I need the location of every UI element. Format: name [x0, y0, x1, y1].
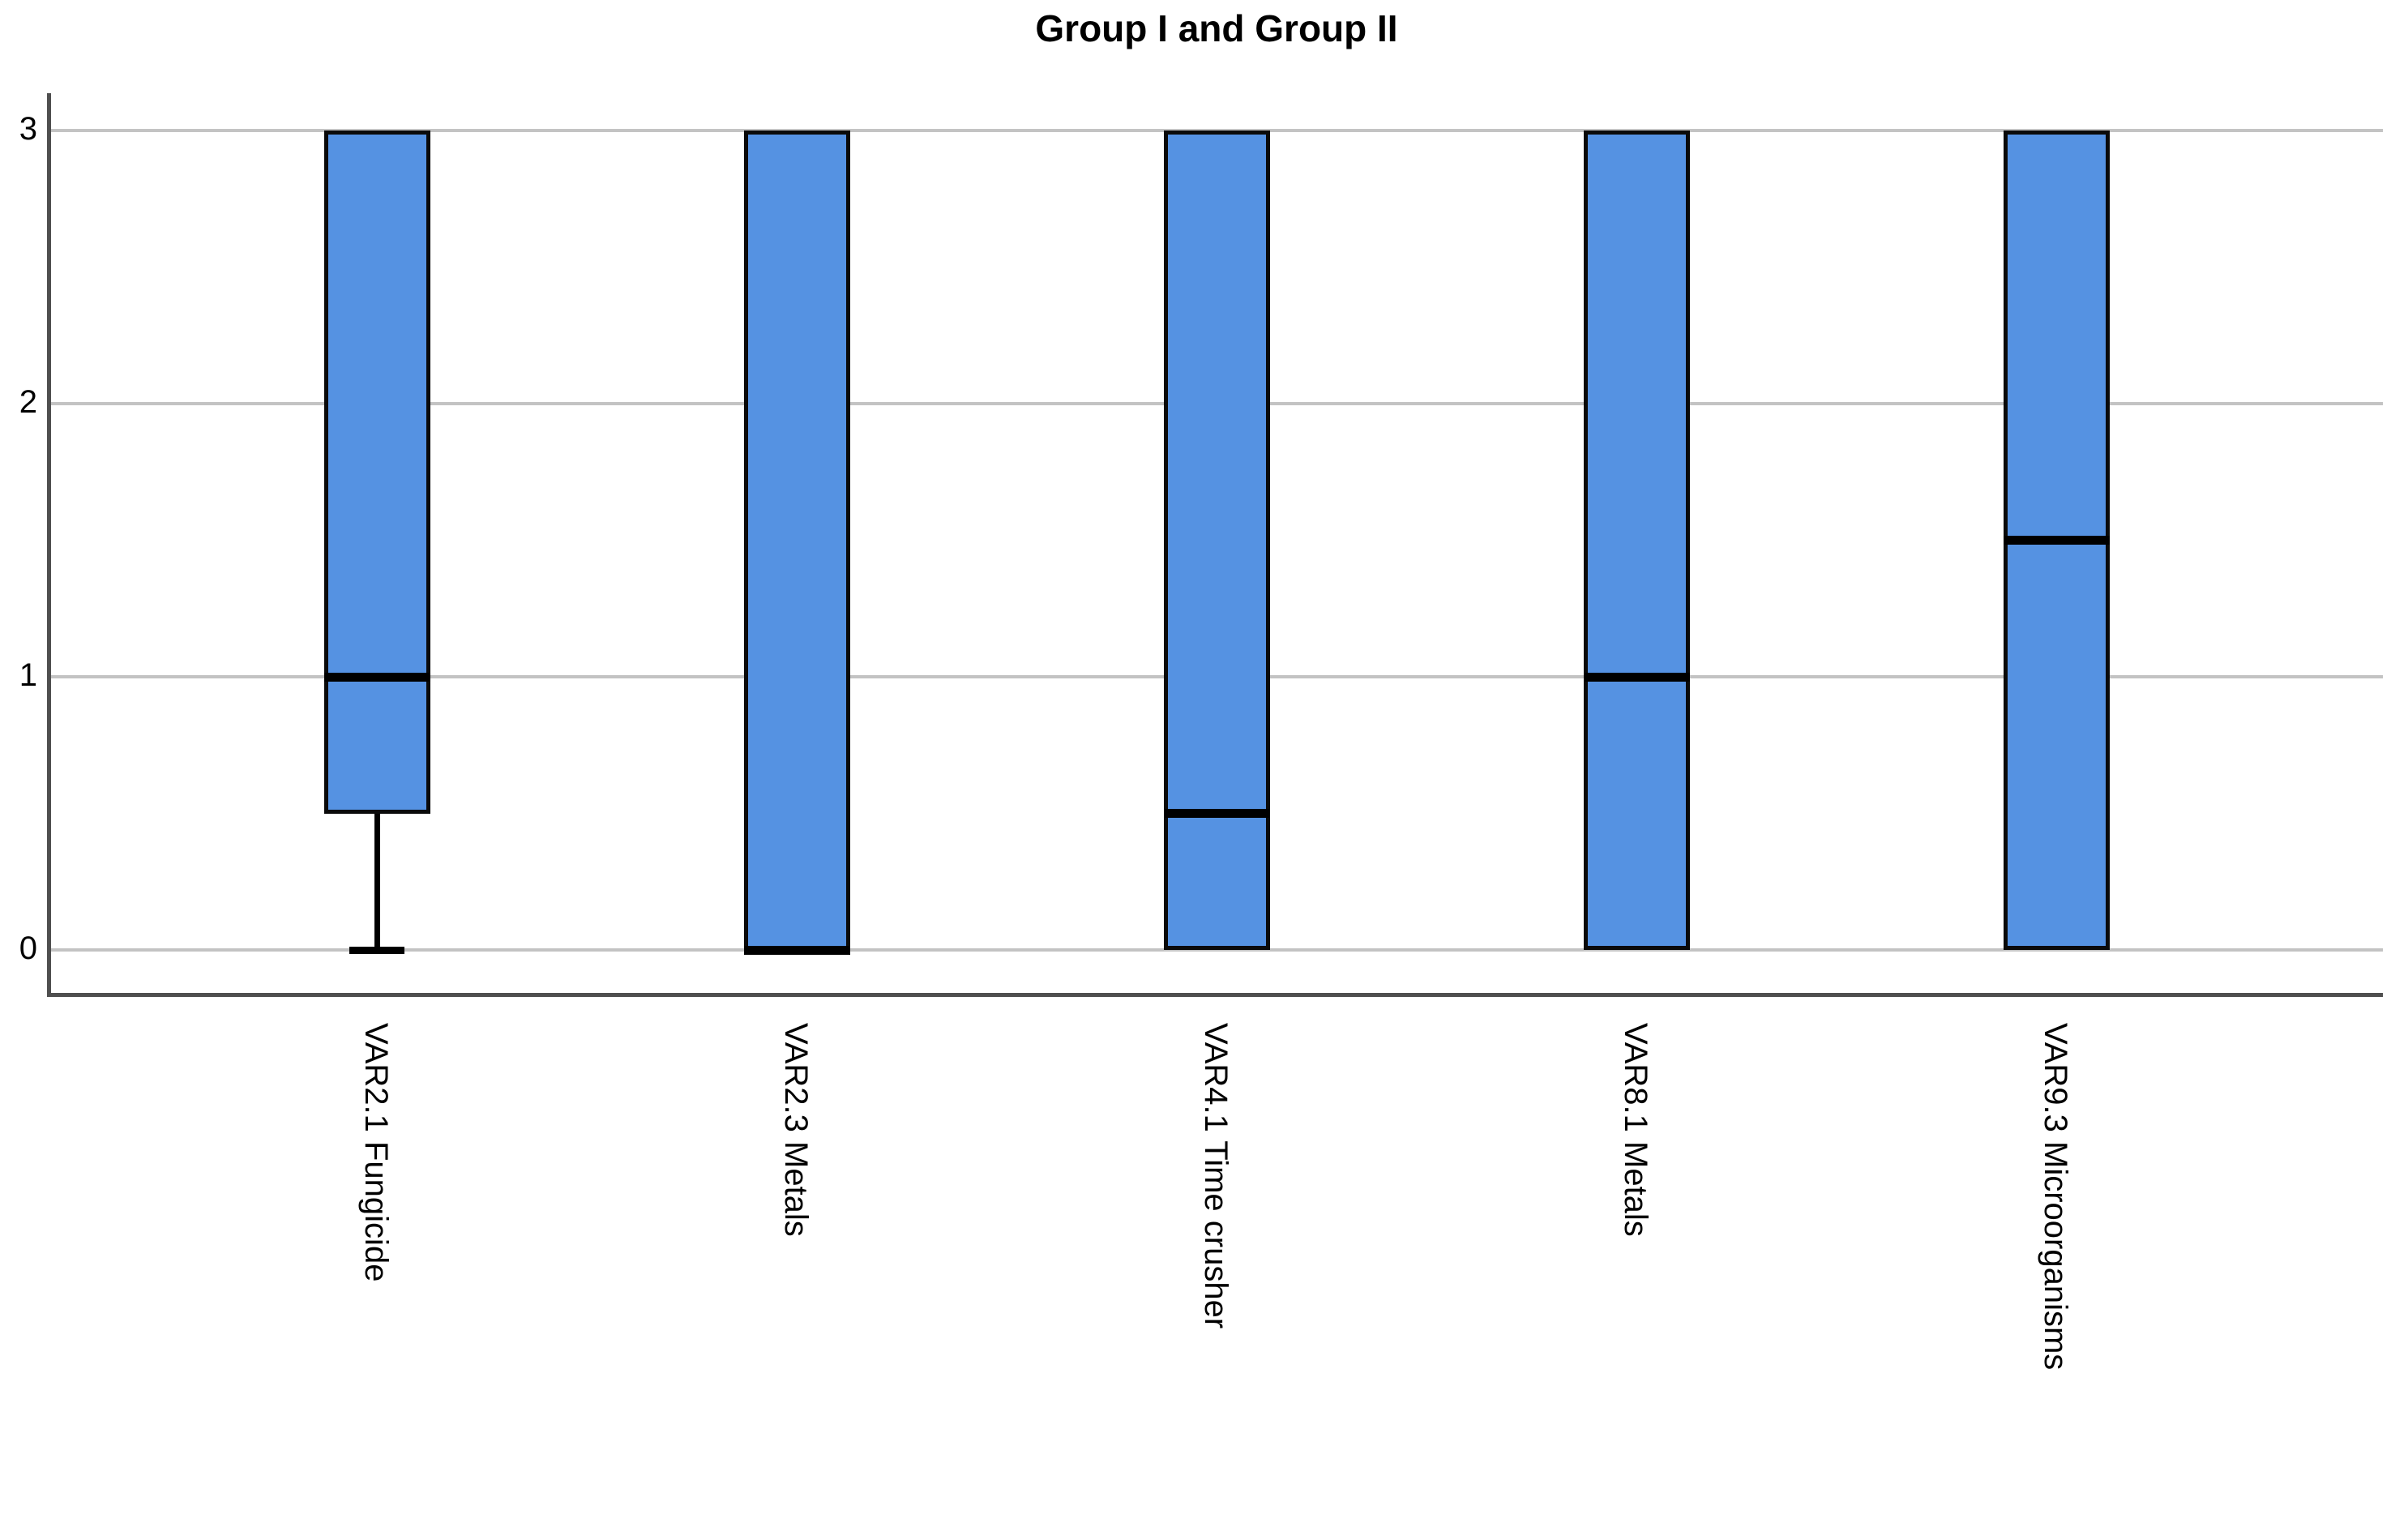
- y-tick-label: 0: [19, 930, 37, 966]
- box-iqr: [323, 130, 430, 814]
- x-category-label: VAR4.1 Time crusher: [1198, 1023, 1234, 1329]
- x-category-label: VAR9.3 Microorganisms: [2038, 1023, 2073, 1371]
- box-iqr: [743, 130, 850, 950]
- box-iqr: [1583, 130, 1690, 950]
- box-median-line: [323, 672, 430, 682]
- y-tick-label: 1: [19, 657, 37, 693]
- box-whisker-cap: [349, 946, 404, 954]
- box-whisker-line: [374, 813, 380, 950]
- x-category-label: VAR8.1 Metals: [1618, 1023, 1653, 1237]
- x-category-label: VAR2.3 Metals: [778, 1023, 814, 1237]
- y-tick-label: 3: [19, 111, 37, 147]
- box-median-line: [1163, 809, 1270, 818]
- x-category-label: VAR2.1 Fungicide: [358, 1023, 394, 1282]
- gridline: [51, 948, 2383, 952]
- box-median-line: [1583, 672, 1690, 682]
- chart-title: Group I and Group II: [1035, 7, 1398, 49]
- box-iqr: [1163, 130, 1270, 950]
- y-tick-label: 2: [19, 384, 37, 420]
- y-axis-line: [47, 93, 51, 997]
- box-median-line: [743, 945, 850, 955]
- x-axis-line: [47, 993, 2383, 997]
- box-median-line: [2003, 536, 2110, 545]
